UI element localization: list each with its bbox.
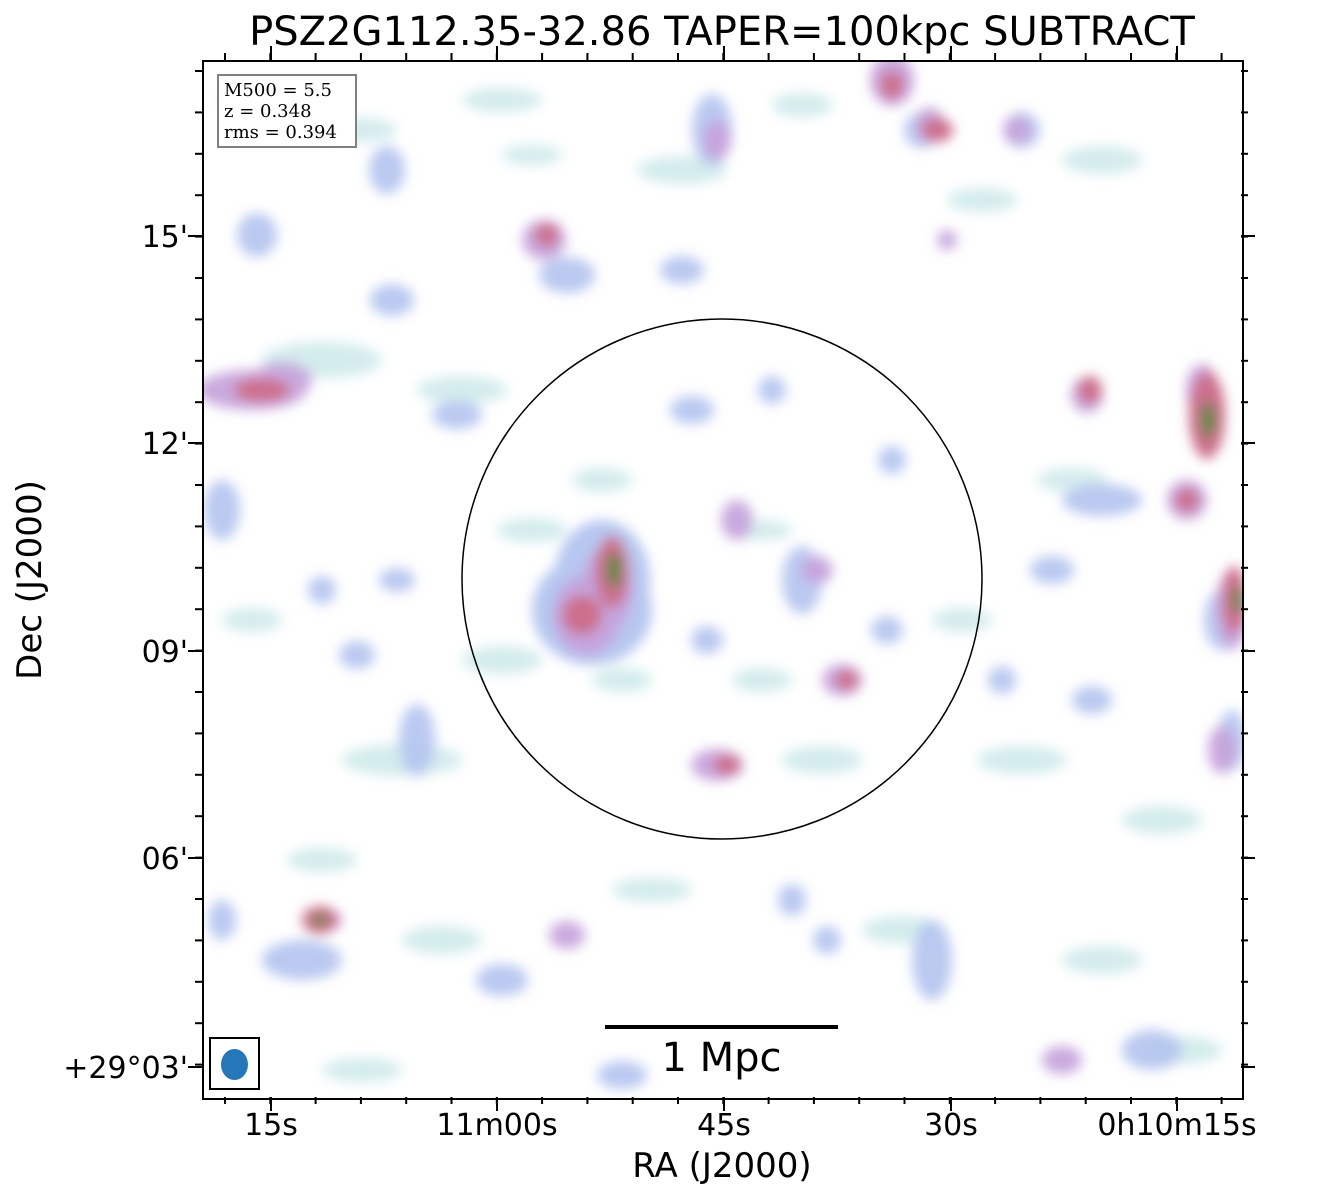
- ytick-label: 15': [141, 220, 188, 255]
- ytick-label: 06': [141, 842, 188, 877]
- xtick-label: 0h10m15s: [1097, 1108, 1257, 1143]
- scale-bar: [605, 1025, 838, 1029]
- m500-text: M500 = 5.5: [224, 80, 332, 101]
- xtick-label: 30s: [924, 1108, 978, 1143]
- ytick-label: +29°03': [63, 1051, 188, 1086]
- rms-text: rms = 0.394: [224, 122, 337, 143]
- ytick-label: 09': [141, 635, 188, 670]
- x-axis-label: RA (J2000): [632, 1146, 812, 1186]
- xtick-label: 11m00s: [436, 1108, 558, 1143]
- redshift-text: z = 0.348: [224, 101, 312, 122]
- cluster-r500-circle: [461, 318, 983, 840]
- y-axis-label: Dec (J2000): [10, 480, 50, 680]
- beam-box: [209, 1037, 260, 1090]
- radio-emission-map: [202, 60, 1242, 1089]
- xtick-label: 15s: [244, 1108, 298, 1143]
- cluster-info-box: M500 = 5.5 z = 0.348 rms = 0.394: [217, 74, 357, 148]
- scale-bar-label: 1 Mpc: [661, 1035, 782, 1081]
- radio-map-panel[interactable]: [202, 60, 1242, 1098]
- ytick-label: 12': [141, 427, 188, 462]
- plot-title: PSZ2G112.35-32.86 TAPER=100kpc SUBTRACT: [249, 9, 1195, 55]
- beam-ellipse-icon: [221, 1049, 248, 1080]
- xtick-label: 45s: [697, 1108, 751, 1143]
